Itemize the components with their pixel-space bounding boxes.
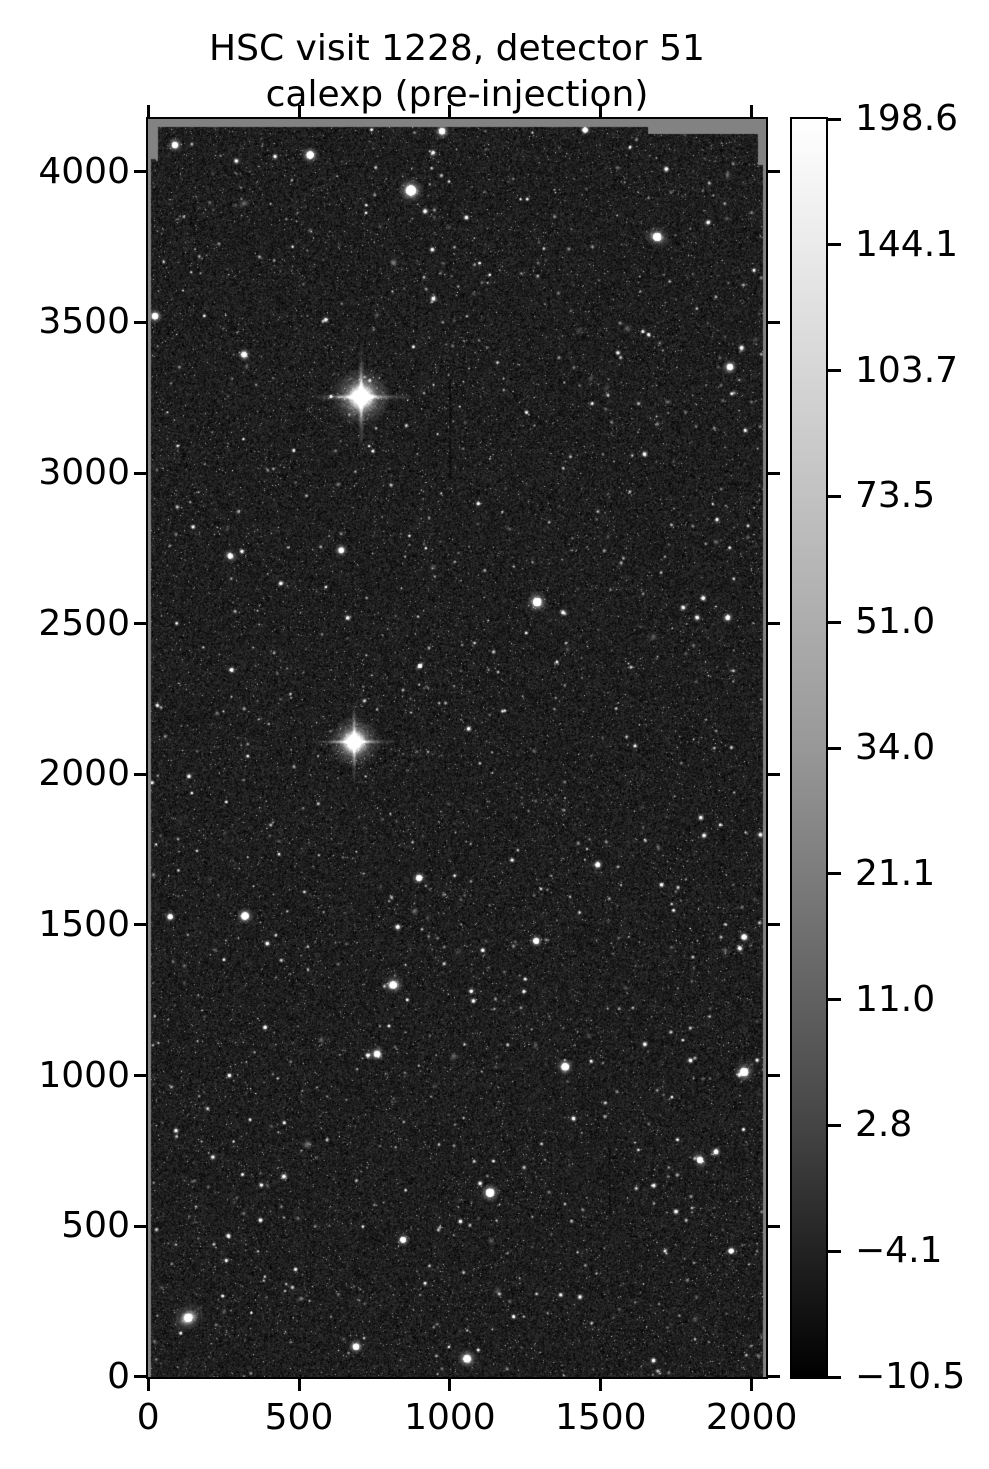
x-tick-bottom	[146, 1379, 150, 1391]
x-tick-label: 1500	[554, 1397, 647, 1438]
y-tick-label: 1500	[38, 903, 130, 945]
y-tick-right	[768, 1224, 780, 1228]
x-tick-bottom	[297, 1379, 301, 1391]
y-tick-right	[768, 1375, 780, 1379]
y-tick-right	[768, 471, 780, 475]
x-tick-top	[448, 105, 452, 117]
y-tick-left	[134, 471, 146, 475]
y-tick-right	[768, 923, 780, 927]
colorbar	[790, 117, 828, 1379]
colorbar-tick	[828, 746, 841, 750]
y-tick-right	[768, 772, 780, 776]
colorbar-tick-label: 103.7	[855, 349, 959, 391]
colorbar-tick	[828, 494, 841, 498]
x-tick-top	[146, 105, 150, 117]
x-tick-bottom	[599, 1379, 603, 1391]
y-tick-left	[134, 772, 146, 776]
colorbar-tick-label: 21.1	[855, 852, 936, 894]
x-tick-label: 0	[136, 1397, 160, 1438]
y-tick-left	[134, 170, 146, 174]
plot-title-line2: calexp (pre-injection)	[265, 74, 649, 115]
y-tick-right	[768, 1074, 780, 1078]
colorbar-tick	[828, 1123, 841, 1127]
colorbar-tick-label: −4.1	[855, 1230, 943, 1272]
colorbar-tick	[828, 243, 841, 247]
colorbar-tick-label: 34.0	[855, 727, 936, 768]
image-axes-frame	[146, 117, 768, 1379]
y-tick-label: 0	[107, 1355, 130, 1397]
colorbar-tick-label: 2.8	[855, 1104, 913, 1146]
colorbar-tick	[828, 998, 841, 1002]
plot-title-line1: HSC visit 1228, detector 51	[209, 28, 705, 69]
y-tick-right	[768, 320, 780, 324]
colorbar-tick-label: −10.5	[855, 1356, 966, 1397]
y-tick-left	[134, 1224, 146, 1228]
y-tick-left	[134, 923, 146, 927]
x-tick-label: 1000	[404, 1397, 496, 1438]
y-tick-label: 4000	[38, 150, 130, 192]
colorbar-tick	[828, 1375, 841, 1379]
x-tick-bottom	[750, 1379, 754, 1391]
x-tick-top	[599, 105, 603, 117]
colorbar-tick	[828, 117, 841, 121]
y-tick-label: 2000	[38, 753, 130, 795]
plot-title: HSC visit 1228, detector 51 calexp (pre-…	[107, 26, 807, 118]
colorbar-tick-label: 198.6	[855, 98, 959, 139]
x-tick-top	[750, 105, 754, 117]
calexp-image-canvas	[148, 119, 766, 1377]
colorbar-tick-label: 11.0	[855, 978, 936, 1020]
y-tick-left	[134, 320, 146, 324]
y-tick-label: 3000	[38, 452, 130, 494]
y-tick-label: 2500	[38, 602, 130, 644]
y-tick-label: 500	[61, 1205, 130, 1247]
y-tick-label: 1000	[38, 1054, 130, 1096]
x-tick-bottom	[448, 1379, 452, 1391]
y-tick-left	[134, 1074, 146, 1078]
colorbar-tick-label: 144.1	[855, 223, 959, 265]
colorbar-tick	[828, 620, 841, 624]
x-tick-top	[297, 105, 301, 117]
x-tick-label: 500	[264, 1397, 334, 1438]
y-tick-label: 3500	[38, 301, 130, 343]
y-tick-left	[134, 622, 146, 626]
y-tick-right	[768, 170, 780, 174]
colorbar-tick	[828, 369, 841, 373]
colorbar-tick	[828, 1249, 841, 1253]
colorbar-tick-label: 73.5	[855, 475, 936, 517]
x-tick-label: 2000	[705, 1397, 798, 1438]
colorbar-tick	[828, 872, 841, 876]
y-tick-left	[134, 1375, 146, 1379]
colorbar-tick-label: 51.0	[855, 601, 936, 643]
y-tick-right	[768, 622, 780, 626]
